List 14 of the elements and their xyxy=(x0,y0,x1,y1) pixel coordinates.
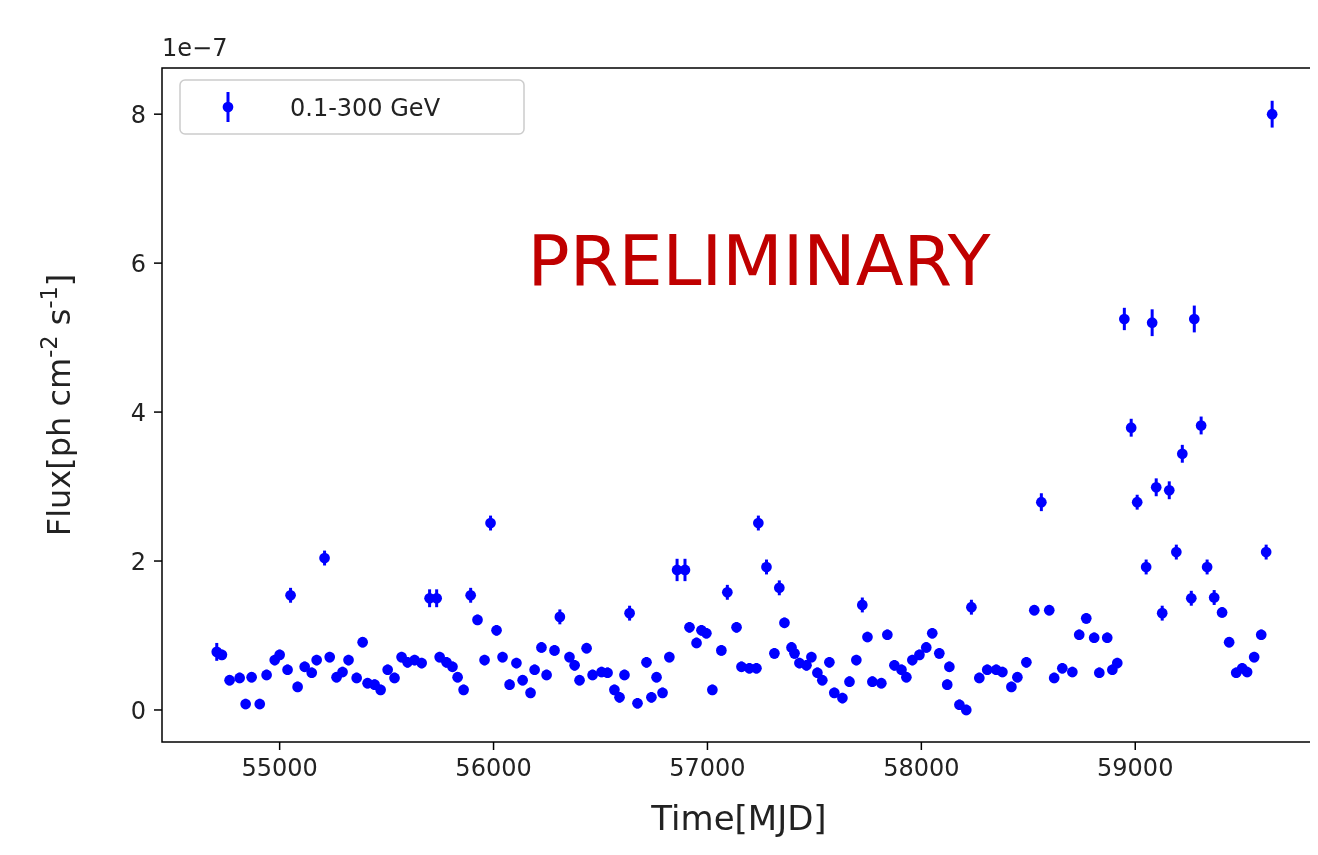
x-tick-label: 56000 xyxy=(455,754,532,782)
legend-label: 0.1-300 GeV xyxy=(290,94,441,122)
y-tick-label: 4 xyxy=(130,399,146,428)
x-tick-label: 59000 xyxy=(1097,754,1174,782)
y-tick-label: 6 xyxy=(130,250,146,279)
y-tick-label: 2 xyxy=(130,548,146,577)
y-tick-label: 8 xyxy=(130,101,146,130)
x-axis-title: Time[MJD] xyxy=(650,798,827,838)
x-tick-label: 58000 xyxy=(883,754,960,782)
x-tick-label: 55000 xyxy=(241,754,318,782)
text: 1e−7 xyxy=(162,34,228,62)
x-tick-label: 57000 xyxy=(669,754,746,782)
y-tick-label: 0 xyxy=(130,696,146,725)
annotation: PRELIMINARY xyxy=(527,220,991,303)
